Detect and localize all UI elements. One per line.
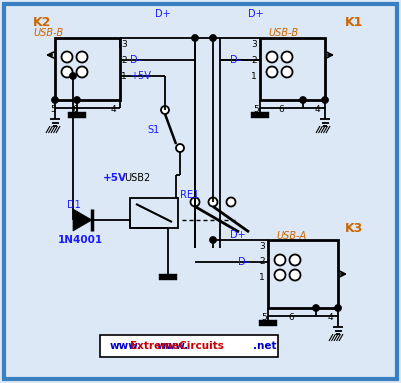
Text: 5: 5 [261,313,267,321]
Text: 2: 2 [251,56,257,64]
Text: S1: S1 [147,125,159,135]
Circle shape [190,198,200,206]
Bar [268,240,338,308]
Text: USB-B: USB-B [33,28,63,38]
Text: 3: 3 [251,39,257,49]
Text: 3: 3 [259,242,265,250]
Circle shape [267,67,277,77]
Text: 2: 2 [121,56,127,64]
Text: 4: 4 [111,105,117,113]
Circle shape [300,97,306,103]
Polygon shape [73,209,92,231]
Circle shape [290,270,300,280]
Circle shape [51,97,59,103]
Circle shape [312,304,320,311]
Circle shape [73,97,81,103]
Circle shape [209,236,217,244]
Text: 6: 6 [72,105,78,113]
Text: D+: D+ [248,9,263,19]
Circle shape [334,304,342,311]
Text: ExtremeCircuits: ExtremeCircuits [130,341,224,351]
Text: 2: 2 [259,257,265,267]
Circle shape [290,254,300,265]
Circle shape [282,51,292,62]
Circle shape [77,67,87,77]
Circle shape [267,51,277,62]
Circle shape [282,67,292,77]
Circle shape [275,254,286,265]
Text: 4: 4 [328,313,334,321]
Bar [130,198,178,228]
Text: 3: 3 [121,39,127,49]
Bar [260,38,325,100]
Circle shape [61,67,73,77]
Text: D+: D+ [230,230,246,240]
Text: www.: www. [110,341,142,351]
Text: 1: 1 [121,72,127,80]
Text: D+: D+ [155,9,170,19]
Bar [55,38,120,100]
Text: K1: K1 [345,15,363,28]
Text: 4: 4 [315,105,321,113]
Text: +5V: +5V [130,71,151,81]
Text: D1: D1 [67,200,81,210]
Text: K3: K3 [345,221,363,234]
Bar [159,274,177,280]
Circle shape [209,34,217,41]
Circle shape [77,51,87,62]
Bar [100,335,278,357]
Text: 6: 6 [278,105,284,113]
Bar [68,112,86,118]
Circle shape [192,34,198,41]
Text: D–: D– [238,257,251,267]
Text: D–: D– [230,55,243,65]
Text: 1: 1 [251,72,257,80]
Bar [251,112,269,118]
Text: USB-A: USB-A [276,231,306,241]
Text: 6: 6 [288,313,294,321]
Circle shape [161,106,169,114]
Text: 1N4001: 1N4001 [58,235,103,245]
Text: USB-B: USB-B [268,28,298,38]
Text: .net: .net [253,341,277,351]
Text: USB2: USB2 [124,173,150,183]
Text: RE1: RE1 [180,190,199,200]
Text: www.: www. [157,341,189,351]
Text: 5: 5 [253,105,259,113]
Text: 5: 5 [50,105,56,113]
Bar [259,320,277,326]
Text: +5V: +5V [103,173,127,183]
Circle shape [322,97,328,103]
Text: 1: 1 [259,273,265,283]
Circle shape [61,51,73,62]
Circle shape [69,72,77,80]
Text: D–: D– [130,55,142,65]
Circle shape [209,198,217,206]
Circle shape [176,144,184,152]
Text: K2: K2 [33,15,51,28]
Circle shape [275,270,286,280]
Circle shape [227,198,235,206]
